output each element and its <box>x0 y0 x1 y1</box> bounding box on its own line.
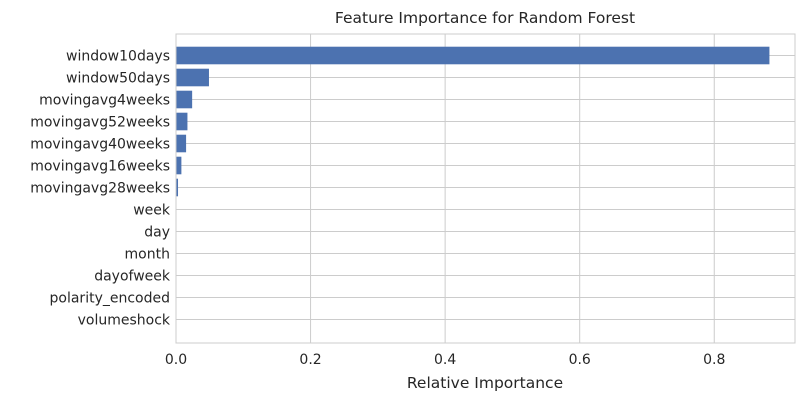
y-tick-label-dayofweek: dayofweek <box>94 269 171 285</box>
plot-area <box>176 34 795 343</box>
y-tick-label-day: day <box>144 225 170 241</box>
bar-movingavg28weeks <box>176 178 179 197</box>
y-tick-label-month: month <box>125 247 170 263</box>
x-axis-label: Relative Importance <box>407 374 563 392</box>
bars <box>176 46 770 197</box>
y-tick-label-movingavg16weeks: movingavg16weeks <box>30 159 170 175</box>
x-tick-label: 0.6 <box>569 352 591 368</box>
y-tick-label-movingavg52weeks: movingavg52weeks <box>30 115 170 131</box>
y-tick-label-movingavg4weeks: movingavg4weeks <box>39 93 170 109</box>
chart-title: Feature Importance for Random Forest <box>335 9 635 27</box>
y-tick-label-week: week <box>133 203 171 219</box>
y-tick-label-movingavg28weeks: movingavg28weeks <box>30 181 170 197</box>
bar-window10days <box>176 46 770 65</box>
x-tick-label: 0.8 <box>703 352 725 368</box>
bar-window50days <box>176 68 209 87</box>
x-tick-label: 0.4 <box>434 352 456 368</box>
bar-movingavg52weeks <box>176 112 188 131</box>
y-tick-label-movingavg40weeks: movingavg40weeks <box>30 137 170 153</box>
y-tick-label-polarity_encoded: polarity_encoded <box>50 291 170 307</box>
y-tick-label-window10days: window10days <box>66 49 170 65</box>
y-tick-label-volumeshock: volumeshock <box>78 313 171 329</box>
plot-frame <box>175 33 796 344</box>
x-tick-label: 0.2 <box>299 352 321 368</box>
bar-movingavg4weeks <box>176 90 193 109</box>
bar-movingavg40weeks <box>176 134 187 153</box>
x-tick-labels: 0.0 0.2 0.4 0.6 0.8 <box>165 352 726 368</box>
x-tick-label: 0.0 <box>165 352 187 368</box>
y-tick-labels: window10days window50days movingavg4weeks m… <box>30 49 171 329</box>
y-tick-label-window50days: window50days <box>66 71 170 87</box>
bar-movingavg16weeks <box>176 156 182 175</box>
